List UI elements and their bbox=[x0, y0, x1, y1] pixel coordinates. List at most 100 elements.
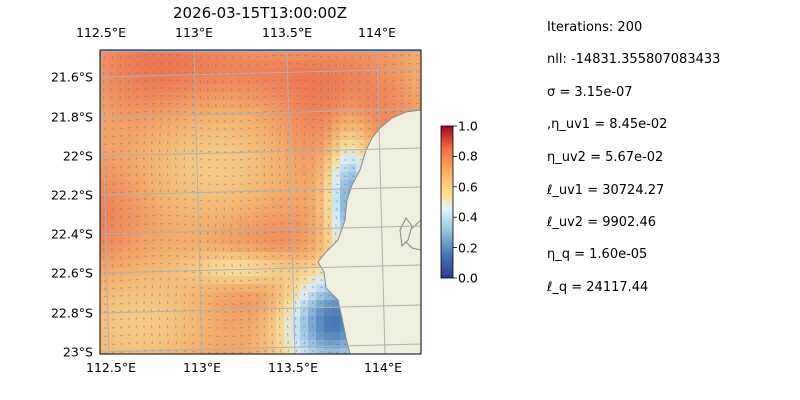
current-arrow bbox=[159, 262, 163, 265]
current-arrow bbox=[119, 215, 122, 219]
current-arrow bbox=[367, 63, 370, 68]
current-arrow bbox=[271, 270, 275, 273]
current-arrow bbox=[151, 300, 153, 305]
current-arrow bbox=[183, 324, 186, 329]
current-arrow bbox=[383, 103, 387, 106]
current-arrow bbox=[263, 239, 267, 242]
field-cell bbox=[276, 172, 285, 181]
current-arrow bbox=[255, 247, 259, 251]
field-cell bbox=[292, 124, 301, 133]
current-arrow bbox=[375, 79, 378, 83]
field-cell bbox=[180, 140, 189, 149]
current-arrow bbox=[367, 119, 371, 123]
current-arrow bbox=[199, 174, 203, 177]
current-arrow bbox=[319, 173, 323, 177]
current-arrow bbox=[127, 317, 131, 321]
current-arrow bbox=[199, 182, 204, 185]
current-arrow bbox=[319, 71, 322, 75]
current-arrow bbox=[239, 279, 243, 283]
current-arrow bbox=[191, 181, 195, 185]
current-arrow bbox=[158, 149, 161, 153]
current-arrow bbox=[159, 284, 162, 289]
current-arrow bbox=[255, 95, 259, 99]
current-arrow bbox=[255, 293, 259, 297]
current-arrow bbox=[255, 325, 259, 329]
bottom-tick-label: 113.5°E bbox=[268, 360, 318, 375]
field-cell bbox=[332, 348, 341, 354]
field-cell bbox=[156, 332, 165, 341]
field-cell bbox=[236, 348, 245, 354]
param-ell-q: ℓ_q = 24117.44 bbox=[547, 280, 649, 295]
field-cell bbox=[252, 300, 261, 309]
current-arrow bbox=[199, 199, 203, 202]
current-arrow bbox=[103, 111, 106, 116]
current-arrow bbox=[424, 103, 427, 104]
current-arrow bbox=[199, 271, 203, 275]
current-arrow bbox=[151, 277, 155, 281]
current-arrow bbox=[175, 117, 179, 121]
current-arrow bbox=[215, 183, 219, 186]
current-arrow bbox=[294, 157, 297, 161]
field-cell bbox=[292, 300, 301, 309]
current-arrow bbox=[143, 87, 147, 90]
field-cell bbox=[284, 276, 293, 285]
current-arrow bbox=[247, 215, 251, 219]
current-arrow bbox=[287, 269, 291, 273]
current-arrow bbox=[247, 309, 251, 313]
field-cell bbox=[148, 180, 157, 189]
current-arrow bbox=[111, 158, 116, 161]
current-arrow bbox=[103, 343, 107, 346]
field-cell bbox=[180, 164, 189, 173]
current-arrow bbox=[175, 292, 177, 297]
field-cell bbox=[268, 124, 277, 133]
current-arrow bbox=[127, 149, 131, 153]
current-arrow bbox=[159, 54, 163, 57]
current-arrow bbox=[207, 150, 212, 153]
current-arrow bbox=[135, 55, 140, 57]
current-arrow bbox=[303, 118, 307, 121]
current-arrow bbox=[239, 271, 243, 275]
current-arrow bbox=[311, 118, 316, 121]
field-cell bbox=[284, 188, 293, 197]
field-cell bbox=[228, 348, 237, 354]
field-cell bbox=[268, 132, 277, 141]
current-arrow bbox=[223, 183, 227, 186]
current-arrow bbox=[127, 165, 131, 169]
current-arrow bbox=[103, 127, 107, 131]
field-cell bbox=[140, 324, 149, 333]
current-arrow bbox=[255, 103, 259, 107]
current-arrow bbox=[199, 215, 203, 219]
param-nll: nll: -14831.355807083433 bbox=[547, 52, 721, 67]
current-arrow bbox=[375, 111, 379, 115]
field-cell bbox=[268, 300, 277, 309]
current-arrow bbox=[222, 255, 225, 260]
current-arrow bbox=[223, 287, 227, 291]
colorbar-tick-label: 0.8 bbox=[458, 148, 478, 164]
field-cell bbox=[276, 324, 285, 333]
current-arrow bbox=[271, 285, 274, 289]
current-arrow bbox=[191, 165, 194, 169]
current-arrow bbox=[319, 182, 323, 185]
current-arrow bbox=[143, 341, 146, 345]
field-cell bbox=[156, 188, 165, 197]
current-arrow bbox=[151, 205, 155, 209]
current-arrow bbox=[183, 198, 187, 201]
current-arrow bbox=[399, 110, 403, 113]
current-arrow bbox=[247, 87, 250, 92]
parallel-line bbox=[100, 108, 421, 118]
current-arrow bbox=[119, 334, 123, 337]
field-cell bbox=[276, 188, 285, 197]
current-arrow bbox=[311, 157, 314, 161]
current-arrow bbox=[255, 149, 259, 153]
field-cell bbox=[204, 348, 213, 354]
current-arrow bbox=[303, 285, 306, 289]
current-arrow bbox=[119, 103, 122, 107]
current-arrow bbox=[191, 255, 195, 259]
current-arrow bbox=[271, 110, 275, 113]
current-arrow bbox=[191, 207, 195, 210]
current-arrow bbox=[271, 117, 275, 121]
field-cell bbox=[156, 180, 165, 189]
current-arrow bbox=[311, 181, 315, 185]
map-title: 2026-03-15T13:00:00Z bbox=[173, 4, 347, 22]
current-arrow bbox=[230, 231, 233, 235]
